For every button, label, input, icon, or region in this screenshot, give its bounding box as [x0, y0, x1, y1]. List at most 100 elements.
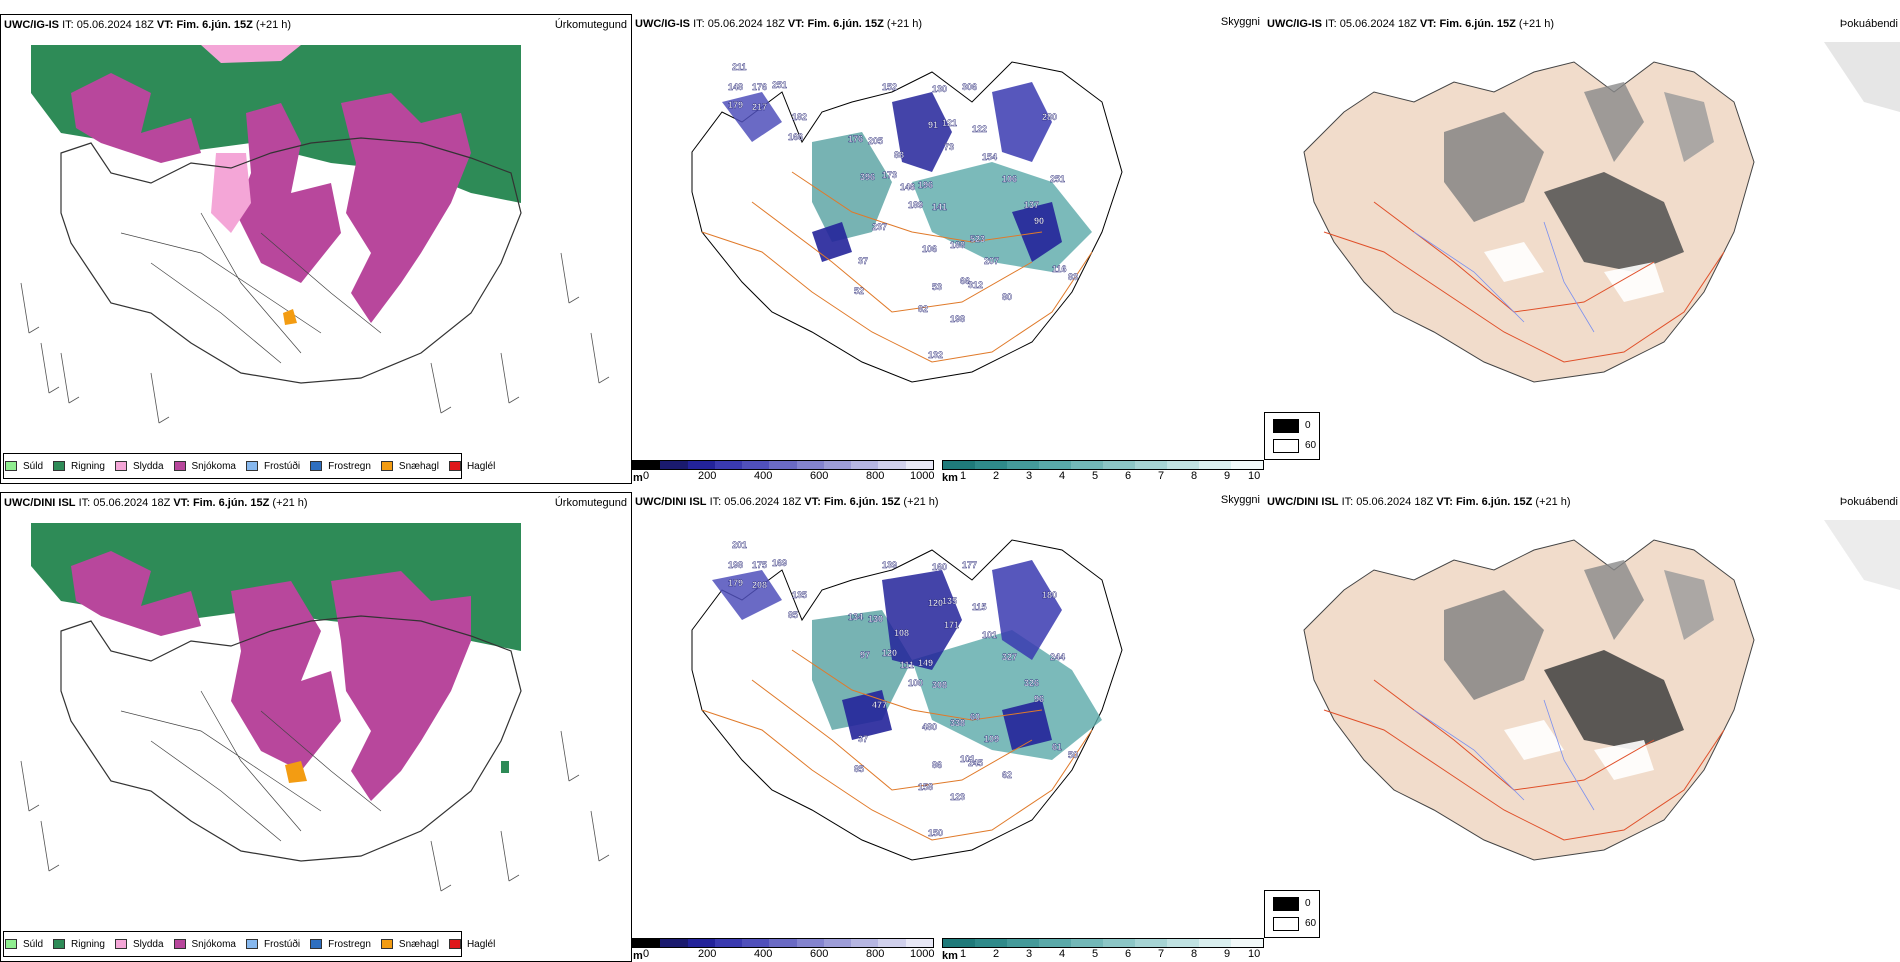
visibility-value-label: 198 [728, 560, 743, 570]
visibility-value-label: 80 [1002, 292, 1012, 302]
visibility-value-label: 120 [928, 598, 943, 608]
precip-map [1, 33, 631, 438]
visibility-value-label: 116 [1052, 264, 1067, 274]
fog-legend-swatch [1273, 419, 1299, 433]
legend-item: Frostúði [245, 939, 300, 950]
legend-item: Súld [5, 939, 43, 950]
fog-legend: 0 60 [1264, 890, 1320, 938]
vt-label: VT: [787, 18, 805, 30]
init-time: 05.06.2024 18Z [724, 496, 802, 508]
legend-swatch [53, 461, 66, 471]
visibility-value-label: 52 [854, 286, 864, 296]
visibility-value-label: 50 [1068, 750, 1078, 760]
init-time: 05.06.2024 18Z [76, 19, 154, 31]
it-label: IT: [1325, 18, 1337, 30]
visibility-value-label: 122 [972, 124, 987, 134]
visibility-value-label: 176 [752, 82, 767, 92]
lead-time: (+21 h) [272, 497, 308, 509]
panel-header: UWC/IG-IS IT: 05.06.2024 18Z VT: Fim. 6.… [4, 19, 291, 31]
visibility-value-label: 205 [868, 136, 883, 146]
visibility-value-label: 85 [788, 610, 798, 620]
model-name: UWC/DINI ISL [1267, 496, 1339, 508]
visibility-value-label: 90 [1034, 216, 1044, 226]
visibility-value-label: 237 [872, 222, 887, 232]
panel-header: UWC/IG-IS IT: 05.06.2024 18Z VT: Fim. 6.… [1267, 18, 1554, 30]
visibility-value-label: 280 [1042, 112, 1057, 122]
legend-item: Slydda [114, 939, 164, 950]
vt-label: VT: [156, 19, 174, 31]
visibility-panel: UWC/IG-IS IT: 05.06.2024 18Z VT: Fim. 6.… [632, 14, 1264, 484]
visibility-value-label: 61 [1052, 742, 1062, 752]
valid-time: Fim. 6.jún. 15Z [192, 497, 270, 509]
visibility-panel: UWC/DINI ISL IT: 05.06.2024 18Z VT: Fim.… [632, 492, 1264, 962]
lead-time: (+21 h) [255, 19, 292, 31]
model-name: UWC/IG-IS [1267, 18, 1322, 30]
valid-time: Fim. 6.jún. 15Z [823, 496, 901, 508]
visibility-value-label: 91 [928, 120, 938, 130]
visibility-value-label: 88 [894, 150, 904, 160]
it-label: IT: [709, 496, 722, 508]
fog-indicator-panel: UWC/DINI ISL IT: 05.06.2024 18Z VT: Fim.… [1264, 492, 1900, 962]
lead-time: (+21 h) [903, 496, 939, 508]
visibility-value-label: 152 [882, 82, 897, 92]
init-time: 05.06.2024 18Z [1339, 18, 1417, 30]
panel-header: UWC/DINI ISL IT: 05.06.2024 18Z VT: Fim.… [1267, 496, 1571, 508]
visibility-value-label: 130 [932, 84, 947, 94]
legend-swatch [310, 461, 323, 471]
visibility-value-label: 135 [792, 590, 807, 600]
legend-item: Haglél [448, 939, 495, 950]
legend-swatch [380, 461, 393, 471]
visibility-value-label: 179 [728, 100, 743, 110]
visibility-value-label: 139 [882, 560, 897, 570]
vt-label: VT: [1436, 496, 1453, 508]
valid-time: Fim. 6.jún. 15Z [1439, 18, 1516, 30]
elevation-colorbar [632, 460, 934, 470]
visibility-value-label: 106 [1002, 174, 1017, 184]
lead-time: (+21 h) [1518, 18, 1555, 30]
legend-swatch [114, 461, 127, 471]
legend-item: Haglél [448, 461, 495, 472]
precip-legend: Súld Rigning Slydda Snjókoma Frostúði Fr… [5, 457, 495, 475]
visibility-value-label: 179 [728, 578, 743, 588]
visibility-value-label: 208 [752, 580, 767, 590]
visibility-value-label: 132 [928, 350, 943, 360]
it-label: IT: [1341, 496, 1354, 508]
visibility-value-label: 60 [970, 712, 980, 722]
elevation-ticks: 0 200 400 600 800 1000 [643, 948, 935, 960]
visibility-unit: km [942, 950, 958, 962]
model-name: UWC/IG-IS [635, 18, 690, 30]
visibility-value-label: 251 [772, 80, 787, 90]
visibility-value-label: 177 [962, 560, 977, 570]
visibility-value-label: 244 [1050, 652, 1065, 662]
fog-legend-label: 0 [1305, 898, 1311, 909]
visibility-value-label: 182 [792, 112, 807, 122]
valid-time: Fim. 6.jún. 15Z [807, 18, 884, 30]
visibility-value-label: 100 [908, 678, 923, 688]
visibility-value-label: 111 [900, 660, 914, 670]
lead-time: (+21 h) [886, 18, 923, 30]
visibility-value-label: 308 [932, 680, 947, 690]
visibility-value-label: 326 [1024, 678, 1039, 688]
visibility-value-label: 211 [732, 62, 747, 72]
legend-swatch [5, 461, 17, 471]
field-name: Skyggni [1220, 16, 1260, 28]
legend-swatch [380, 939, 393, 949]
visibility-colorbar [942, 938, 1264, 948]
legend-item: Frostregn [310, 939, 371, 950]
precip-type-panel: UWC/IG-IS IT: 05.06.2024 18Z VT: Fim. 6.… [0, 14, 632, 484]
visibility-value-label: 327 [1002, 652, 1017, 662]
visibility-value-label: 120 [882, 648, 897, 658]
legend-item: Súld [5, 461, 43, 472]
visibility-value-label: 158 [918, 782, 933, 792]
fog-legend-label: 60 [1305, 440, 1317, 451]
visibility-value-label: 180 [1042, 590, 1057, 600]
visibility-value-label: 176 [848, 134, 863, 144]
visibility-value-label: 480 [922, 722, 937, 732]
it-label: IT: [78, 497, 91, 509]
visibility-value-label: 173 [882, 170, 897, 180]
panel-header: UWC/DINI ISL IT: 05.06.2024 18Z VT: Fim.… [635, 496, 939, 508]
visibility-value-label: 66 [960, 276, 970, 286]
visibility-value-label: 338 [950, 718, 965, 728]
